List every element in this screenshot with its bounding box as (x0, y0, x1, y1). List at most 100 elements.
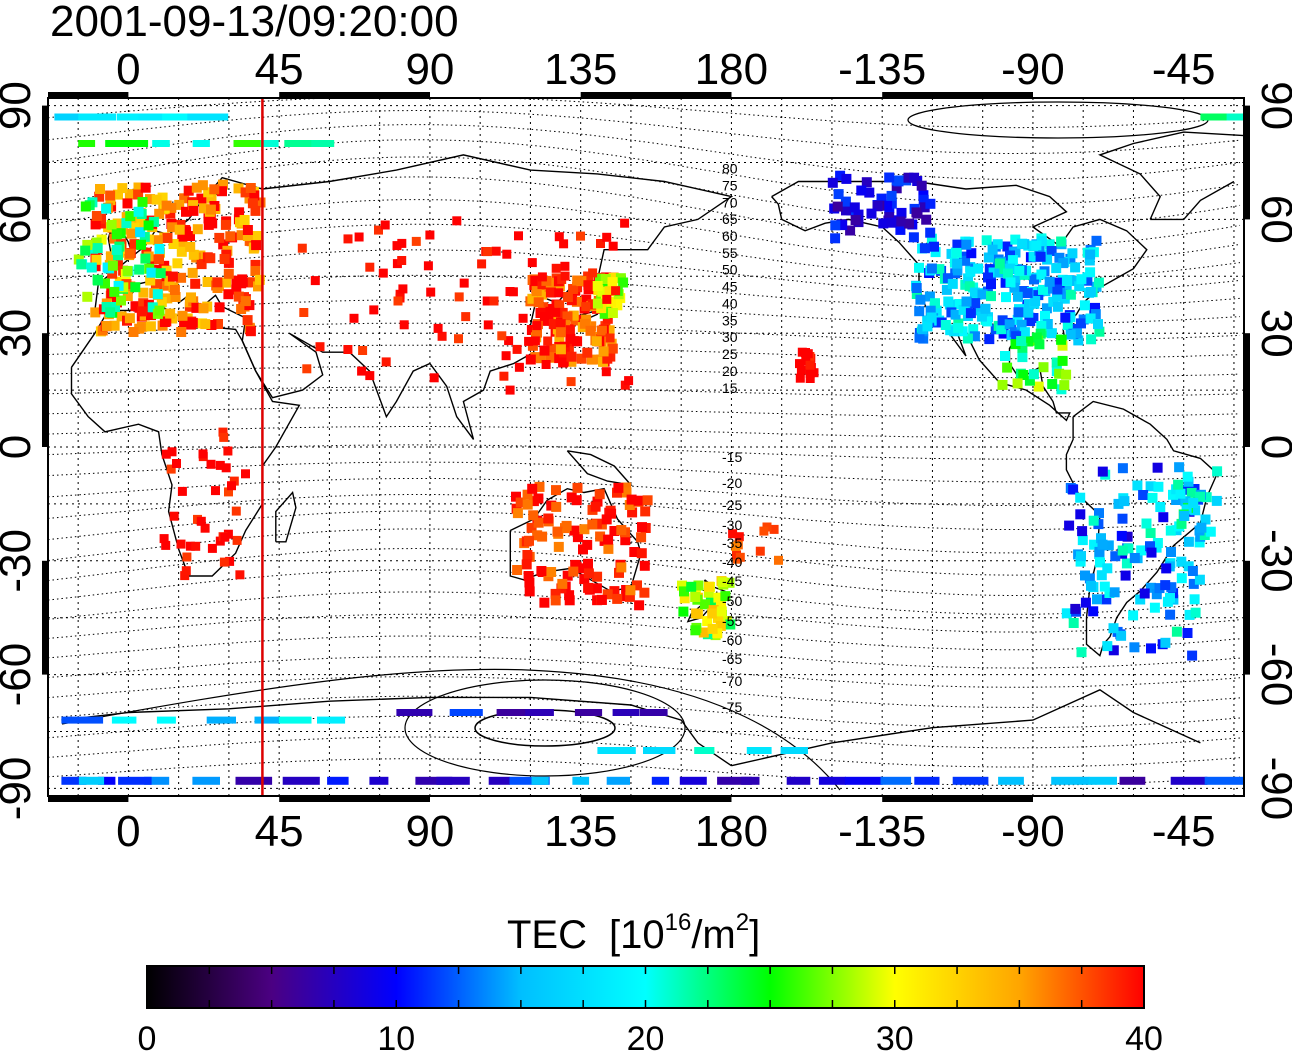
tec-observation (612, 300, 623, 311)
tec-observation (200, 523, 210, 533)
tec-observation (1057, 340, 1068, 351)
tec-observation (236, 278, 247, 289)
tec-observation (1031, 332, 1042, 343)
tec-observation (977, 289, 988, 300)
lon-tick-label-top: -45 (1152, 45, 1216, 94)
tec-observation (1075, 492, 1086, 503)
tec-observation (437, 331, 447, 341)
tec-observation (560, 271, 570, 281)
tec-observation (702, 616, 713, 627)
tec-observation (1117, 513, 1128, 524)
tec-observation (818, 776, 846, 785)
tec-observation (578, 544, 588, 555)
frame-bar (882, 92, 1033, 98)
tec-observation (864, 187, 875, 198)
tec-observation (543, 336, 553, 346)
tec-observation (174, 224, 185, 235)
tec-observation (181, 566, 191, 576)
tec-observation (982, 316, 993, 327)
latitude-labels-right: 90 60 30 0 -30 -60 -90 (1252, 81, 1292, 820)
tec-observations (54, 113, 1244, 785)
tec-observation (1010, 234, 1021, 245)
tec-observation (242, 277, 253, 288)
contour-label: 65 (722, 211, 738, 227)
tec-observation (1136, 545, 1147, 556)
lat-tick-label-left: 30 (0, 309, 40, 358)
tec-observation (169, 511, 179, 521)
tec-observation (1129, 553, 1140, 563)
magnetic-contour (48, 715, 1241, 749)
frame-bar (279, 92, 430, 98)
tec-observation (1004, 319, 1015, 330)
tec-observation (105, 251, 116, 262)
tec-observation (908, 232, 919, 243)
tec-observation (1077, 535, 1088, 546)
tec-observation (679, 586, 689, 597)
tec-observation (1094, 326, 1105, 337)
tec-observation (217, 186, 227, 197)
tec-observation (583, 568, 594, 579)
magnetic-contour (48, 656, 1241, 688)
tec-observation (694, 747, 715, 754)
tec-observation (1110, 551, 1121, 562)
tec-observation (1061, 608, 1072, 619)
tec-observation (1009, 282, 1020, 293)
tec-observation (606, 508, 617, 519)
tec-observation (987, 244, 998, 255)
tec-observation (566, 351, 577, 362)
tec-observation (232, 535, 242, 545)
tec-observation (1033, 381, 1044, 392)
tec-observation (1160, 637, 1171, 648)
tec-observation (560, 261, 570, 271)
tec-observation (247, 277, 258, 288)
tec-observation (924, 291, 935, 302)
tec-observation (1166, 582, 1177, 593)
tec-observation (1065, 312, 1076, 323)
tec-observation (109, 286, 120, 297)
tec-observation (514, 362, 524, 372)
tec-observation (524, 336, 534, 346)
tec-observation (1068, 484, 1079, 495)
tec-observation (604, 286, 615, 297)
tec-observation (187, 317, 198, 328)
tec-observation (950, 309, 961, 320)
tec-observation (109, 320, 120, 331)
tec-observation (531, 286, 542, 297)
tec-observation (176, 539, 186, 549)
contour-label: -30 (722, 517, 742, 533)
tec-observation (137, 306, 148, 317)
tec-observation (716, 606, 727, 617)
tec-observation (111, 716, 137, 724)
tec-observation (220, 532, 230, 542)
tec-observation (1153, 481, 1164, 492)
tec-observation (177, 310, 188, 321)
tec-observation (1084, 255, 1095, 266)
tec-observation (489, 296, 499, 306)
tec-observation (91, 254, 102, 265)
tec-observation (231, 284, 242, 295)
tec-observation (100, 278, 110, 289)
tec-observation (122, 198, 133, 209)
contour-label: -25 (722, 497, 742, 513)
colorbar-tick-label: 0 (138, 1020, 157, 1057)
tec-observation (626, 494, 637, 505)
colorbar-tick-label: 20 (627, 1020, 665, 1057)
tec-observation (983, 272, 993, 283)
tec-observation (1151, 589, 1162, 600)
tec-observation (91, 237, 102, 248)
tec-observation (1226, 113, 1244, 121)
lat-tick-label-left: 0 (0, 435, 40, 459)
tec-observation (1166, 547, 1176, 557)
tec-observation (1070, 603, 1081, 614)
tec-observation (181, 226, 192, 237)
frame-bar (42, 560, 48, 675)
tec-observation (433, 323, 443, 333)
tec-observation (1176, 556, 1187, 567)
tec-observation (876, 193, 887, 204)
tec-observation (914, 776, 940, 785)
tec-observation (837, 220, 848, 231)
frame-bar (48, 796, 129, 802)
tec-observation (541, 360, 551, 369)
tec-observation (1091, 235, 1102, 246)
contour-label: -45 (722, 573, 742, 589)
